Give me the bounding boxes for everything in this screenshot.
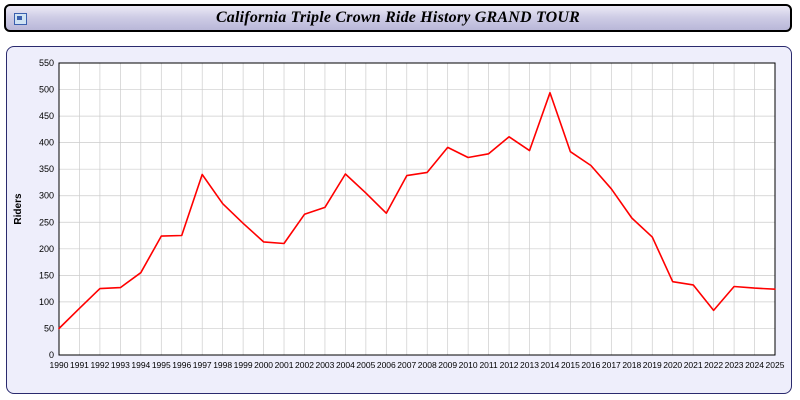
x-tick-label: 1996 xyxy=(172,360,191,370)
x-tick-label: 2020 xyxy=(663,360,682,370)
x-tick-label: 2018 xyxy=(622,360,641,370)
y-axis-title: Riders xyxy=(13,193,24,225)
x-tick-label: 2008 xyxy=(418,360,437,370)
x-tick-label: 2004 xyxy=(336,360,355,370)
x-tick-label: 1994 xyxy=(131,360,150,370)
x-tick-label: 2010 xyxy=(459,360,478,370)
y-tick-label: 450 xyxy=(39,111,54,121)
y-tick-label: 500 xyxy=(39,85,54,95)
x-tick-label: 2024 xyxy=(745,360,764,370)
x-tick-label: 2009 xyxy=(438,360,457,370)
x-tick-label: 2005 xyxy=(356,360,375,370)
chart-panel: 0 50 100 150 200 250 300 350 400 450 500 550 1990 199… xyxy=(6,46,792,394)
x-tick-label: 1998 xyxy=(213,360,232,370)
y-tick-label: 150 xyxy=(39,270,54,280)
x-tick-label: 2003 xyxy=(315,360,334,370)
riders-series-line xyxy=(58,91,776,330)
x-tick-label: 1990 xyxy=(50,360,69,370)
y-tick-label: 100 xyxy=(39,297,54,307)
x-tick-label: 2016 xyxy=(581,360,600,370)
y-tick-label: 250 xyxy=(39,217,54,227)
x-tick-label: 2017 xyxy=(602,360,621,370)
x-tick-label: 2015 xyxy=(561,360,580,370)
x-tick-label: 1995 xyxy=(152,360,171,370)
x-tick-label: 2007 xyxy=(397,360,416,370)
x-tick-label: 2014 xyxy=(541,360,560,370)
y-tick-label: 300 xyxy=(39,191,54,201)
y-tick-label: 400 xyxy=(39,138,54,148)
x-tick-label: 2002 xyxy=(295,360,314,370)
x-tick-label: 2021 xyxy=(684,360,703,370)
page-title: California Triple Crown Ride History GRA… xyxy=(215,9,581,26)
title-bar: California Triple Crown Ride History GRA… xyxy=(4,4,792,32)
x-tick-label: 2023 xyxy=(725,360,744,370)
y-tick-label: 200 xyxy=(39,244,54,254)
x-tick-label: 2025 xyxy=(766,360,785,370)
y-tick-label: 50 xyxy=(44,323,54,333)
x-tick-label: 2019 xyxy=(643,360,662,370)
y-tick-label: 0 xyxy=(49,350,54,360)
x-tick-label: 1993 xyxy=(111,360,130,370)
x-tick-label: 2000 xyxy=(254,360,273,370)
x-tick-label: 2012 xyxy=(500,360,519,370)
x-tick-label: 1992 xyxy=(90,360,109,370)
x-tick-label: 2001 xyxy=(275,360,294,370)
y-tick-label: 350 xyxy=(39,164,54,174)
y-tick-label: 550 xyxy=(39,58,54,68)
image-icon xyxy=(14,13,27,25)
x-tick-label: 2022 xyxy=(704,360,723,370)
x-tick-label: 1997 xyxy=(193,360,212,370)
x-tick-label: 2013 xyxy=(520,360,539,370)
x-tick-label: 2011 xyxy=(479,360,498,370)
x-tick-label: 1991 xyxy=(70,360,89,370)
x-tick-label: 2006 xyxy=(377,360,396,370)
x-tick-label: 1999 xyxy=(234,360,253,370)
